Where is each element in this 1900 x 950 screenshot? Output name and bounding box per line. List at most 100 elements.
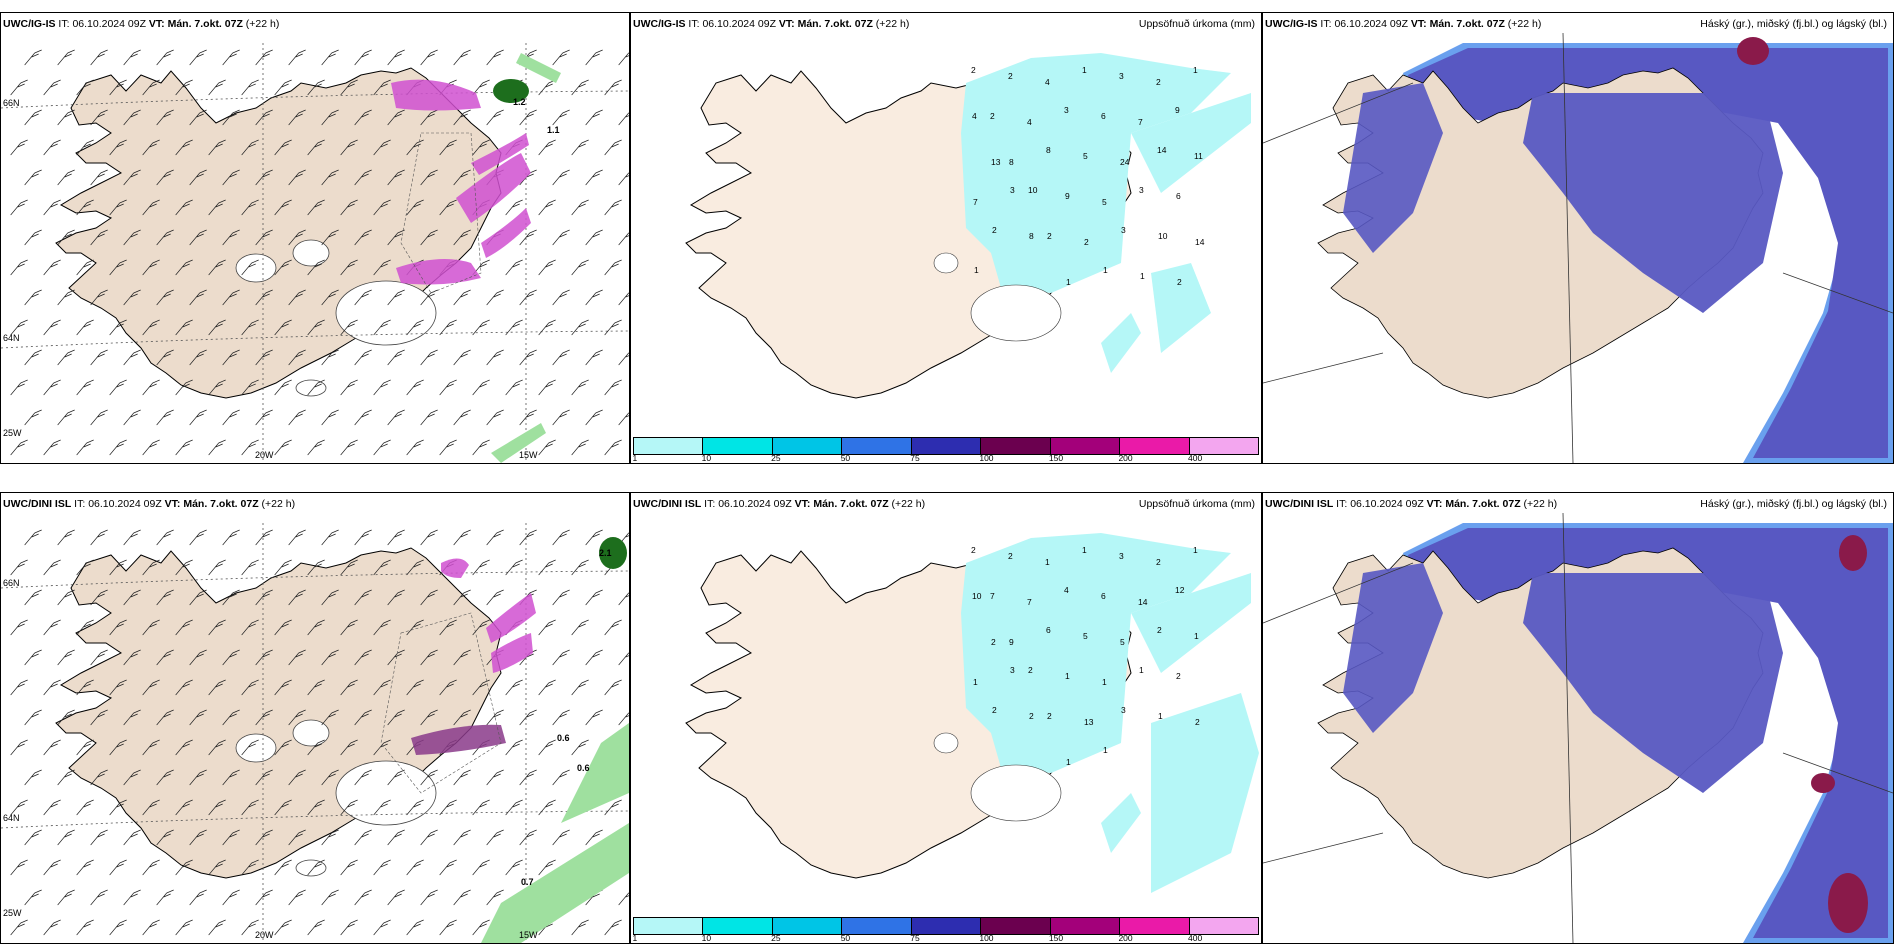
- precip-value: 8: [1029, 231, 1034, 241]
- map-label: 15W: [519, 930, 538, 940]
- hatch-area: [380, 612, 502, 794]
- colorbar-tick: 150: [1048, 933, 1064, 943]
- precip-value: 1: [974, 265, 979, 275]
- precip-value: 2: [1008, 551, 1013, 561]
- precip-value: 1: [1103, 265, 1108, 275]
- precip-value: 3: [1119, 71, 1124, 81]
- precip-value: 9: [1065, 191, 1070, 201]
- precip-values: 2211321774614121096552122111213213312221…: [971, 545, 1200, 767]
- map-label: 1.1: [547, 125, 560, 135]
- panel-header: UWC/DINI ISL IT: 06.10.2024 09Z VT: Mán.…: [3, 498, 296, 510]
- grid-lines: [1, 43, 629, 463]
- precip-value: 2: [1157, 625, 1162, 635]
- glacier: [292, 719, 330, 747]
- high-cloud: [1811, 773, 1835, 793]
- precip-value: 2: [992, 705, 997, 715]
- cloud-panel-top: UWC/IG-IS IT: 06.10.2024 09Z VT: Mán. 7.…: [1262, 12, 1894, 464]
- panel-header: UWC/DINI ISL IT: 06.10.2024 09Z VT: Mán.…: [633, 498, 1255, 510]
- colorbar-tick: 200: [1118, 453, 1133, 463]
- colorbar-swatch: [1120, 918, 1190, 934]
- precip-value: 1: [1139, 665, 1144, 675]
- precip-value: 1: [1082, 545, 1087, 555]
- grid-lines: [1263, 512, 1893, 943]
- precip-value: 3: [1139, 185, 1144, 195]
- precip-value: 13: [991, 157, 1001, 167]
- colorbar-swatch: [842, 918, 912, 934]
- precip-value: 2: [1195, 717, 1200, 727]
- colorbar-tick: 400: [1188, 933, 1203, 943]
- high-cloud: [1737, 37, 1769, 65]
- precip-value: 4: [1027, 117, 1032, 127]
- panel-header: UWC/IG-IS IT: 06.10.2024 09Z VT: Mán. 7.…: [633, 18, 1255, 30]
- precip-value: 4: [972, 111, 977, 121]
- precip-value: 2: [1008, 71, 1013, 81]
- cloud-panel-bottom: UWC/DINI ISL IT: 06.10.2024 09Z VT: Mán.…: [1262, 492, 1894, 944]
- precip-value: 7: [1027, 597, 1032, 607]
- precip-value: 1: [1158, 711, 1163, 721]
- precip-area: [961, 53, 1251, 373]
- iceland-land: [55, 547, 502, 879]
- precip-value: 2: [992, 225, 997, 235]
- precip-value: 1: [1045, 557, 1050, 567]
- precip-shading: [391, 53, 561, 463]
- colorbar-tick: 1: [632, 933, 638, 943]
- map-label: 25W: [3, 428, 22, 438]
- map-label: 20W: [255, 930, 274, 940]
- precip-value: 6: [1046, 625, 1051, 635]
- precip-value: 8: [1009, 157, 1014, 167]
- colorbar-tick: 50: [840, 453, 851, 463]
- precip-value: 6: [1101, 591, 1106, 601]
- colorbar-swatch: [772, 438, 843, 454]
- colorbar-swatch: [1189, 438, 1258, 454]
- colorbar-tick: 400: [1188, 453, 1203, 463]
- precip-value: 2: [990, 111, 995, 121]
- wind-map: [1, 523, 629, 943]
- cloud-map: [1263, 13, 1893, 463]
- precip-value: 2: [1047, 231, 1052, 241]
- colorbar-tick: 25: [771, 933, 781, 943]
- glacier: [235, 733, 277, 763]
- precip-value: 5: [1102, 197, 1107, 207]
- precip-value: 3: [1010, 665, 1015, 675]
- colorbar-swatch: [703, 918, 773, 934]
- map-label: 64N: [3, 813, 20, 823]
- precip-colorbar: 1 10 25 50 75 100 150 200 400: [631, 913, 1261, 943]
- precip-value: 14: [1157, 145, 1167, 155]
- precip-value: 4: [1045, 77, 1050, 87]
- precip-value: 1: [1065, 671, 1070, 681]
- glacier: [933, 252, 959, 274]
- precip-value: 3: [1010, 185, 1015, 195]
- colorbar-swatch: [1050, 918, 1121, 934]
- precip-value: 5: [1083, 151, 1088, 161]
- colorbar-swatch: [911, 438, 982, 454]
- grid-lines: [1263, 32, 1893, 463]
- high-cloud: [1828, 873, 1868, 933]
- precip-value: 13: [1084, 717, 1094, 727]
- precip-value: 14: [1138, 597, 1148, 607]
- precip-value: 2: [1156, 557, 1161, 567]
- colorbar-tick: 50: [840, 933, 851, 943]
- precip-value: 1: [1066, 757, 1071, 767]
- colorbar-tick: 100: [979, 453, 994, 463]
- precip-value: 5: [1120, 637, 1125, 647]
- precip-value: 7: [973, 197, 978, 207]
- wind-barbs: [10, 49, 629, 456]
- panel-header: UWC/IG-IS IT: 06.10.2024 09Z VT: Mán. 7.…: [1265, 18, 1887, 30]
- colorbar-tick: 200: [1118, 933, 1133, 943]
- precip-value: 1: [1082, 65, 1087, 75]
- precip-values: 2241321243679488524141113109536732231014…: [971, 65, 1205, 287]
- precip-value: 1: [1193, 65, 1198, 75]
- colorbar-tick: 1: [632, 453, 638, 463]
- precip-value: 2: [1177, 277, 1182, 287]
- colorbar-swatch: [842, 438, 912, 454]
- wind-panel-bottom: UWC/DINI ISL IT: 06.10.2024 09Z VT: Mán.…: [0, 492, 630, 944]
- colorbar-swatch: [703, 438, 773, 454]
- colorbar-tick: 25: [771, 453, 781, 463]
- colorbar-tick: 100: [979, 933, 994, 943]
- precip-value: 2: [1084, 237, 1089, 247]
- precip-value: 12: [1175, 585, 1185, 595]
- colorbar-swatch: [911, 918, 982, 934]
- map-label: 15W: [519, 450, 538, 460]
- map-label: 2.1: [599, 548, 612, 558]
- precip-value: 2: [971, 65, 976, 75]
